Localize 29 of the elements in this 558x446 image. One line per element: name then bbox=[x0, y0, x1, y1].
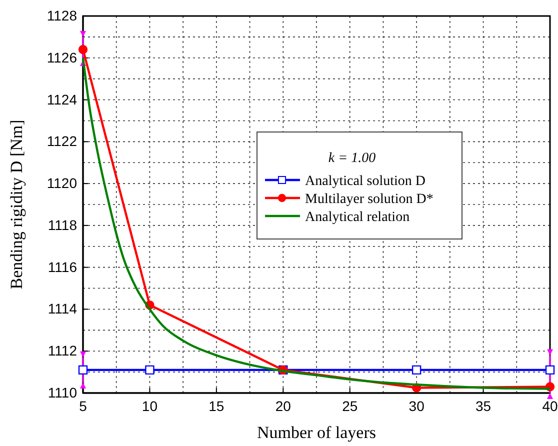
x-tick-label: 40 bbox=[542, 398, 558, 414]
x-tick-label: 15 bbox=[208, 398, 224, 414]
y-axis-title: Bending rigidity D [Nm] bbox=[7, 120, 26, 290]
point bbox=[412, 365, 422, 375]
legend-label: Analytical solution D bbox=[305, 174, 426, 189]
y-tick-label: 1122 bbox=[46, 133, 78, 150]
x-axis-title: Number of layers bbox=[257, 423, 376, 442]
legend-title: k = 1.00 bbox=[328, 151, 376, 166]
x-tick-label: 35 bbox=[475, 398, 492, 414]
y-tick-label: 1126 bbox=[46, 49, 78, 66]
x-tick-label: 10 bbox=[142, 398, 158, 414]
legend-label: Analytical relation bbox=[305, 210, 410, 225]
y-tick-label: 1112 bbox=[48, 342, 78, 359]
legend-label: Multilayer solution D* bbox=[305, 192, 434, 207]
point bbox=[78, 44, 88, 54]
y-tick-label: 1110 bbox=[48, 384, 78, 400]
y-tick-label: 1124 bbox=[46, 91, 78, 108]
point bbox=[78, 365, 88, 375]
x-tick-label: 20 bbox=[275, 398, 292, 414]
y-tick-label: 1118 bbox=[48, 216, 78, 233]
y-tick-label: 1114 bbox=[48, 300, 78, 317]
x-tick-label: 30 bbox=[408, 398, 425, 414]
y-tick-label: 1116 bbox=[48, 258, 78, 275]
y-tick-label: 1128 bbox=[46, 7, 78, 24]
point bbox=[545, 365, 555, 375]
point bbox=[145, 365, 154, 375]
y-tick-label: 1120 bbox=[46, 175, 78, 192]
x-tick-label: 5 bbox=[79, 398, 88, 414]
x-tick-label: 25 bbox=[342, 398, 358, 414]
